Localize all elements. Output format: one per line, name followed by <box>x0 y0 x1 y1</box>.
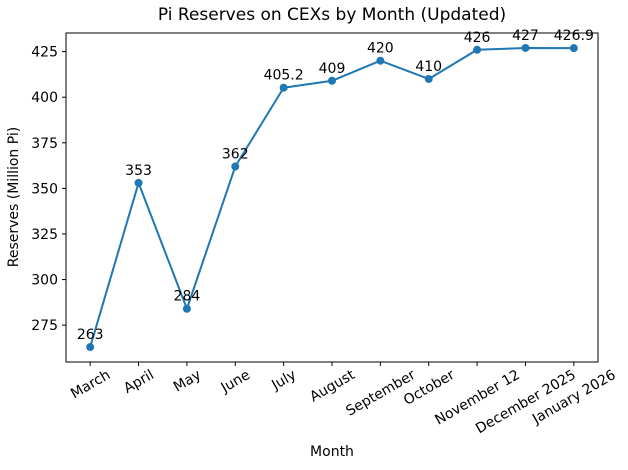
point-label: 410 <box>415 59 442 75</box>
x-tick-label: June <box>218 367 253 397</box>
y-tick-label: 350 <box>31 181 58 197</box>
data-point <box>473 45 482 54</box>
data-point <box>231 162 240 171</box>
x-tick-label: May <box>171 367 204 395</box>
data-point <box>134 178 143 187</box>
data-point <box>182 304 191 313</box>
data-point <box>521 43 530 52</box>
data-line <box>89 46 575 349</box>
y-tick-label: 275 <box>31 318 58 334</box>
data-point <box>328 76 336 85</box>
data-point <box>279 83 288 92</box>
data-point <box>86 343 95 352</box>
y-tick-label: 300 <box>31 273 58 289</box>
point-label: 426.9 <box>554 28 594 44</box>
data-point <box>376 56 385 65</box>
data-point <box>569 44 578 53</box>
x-axis-label: Month <box>310 444 354 460</box>
y-tick-label: 375 <box>31 136 58 152</box>
point-label: 405.2 <box>264 68 304 84</box>
x-tick-label: July <box>268 367 299 394</box>
point-label: 284 <box>174 289 201 305</box>
axes-border <box>65 32 599 363</box>
point-label: 409 <box>319 61 346 77</box>
y-tick-label: 400 <box>31 90 58 106</box>
data-point <box>424 74 433 83</box>
x-tick-label: March <box>68 367 113 402</box>
x-tick-label: April <box>121 367 157 397</box>
chart-title: Pi Reserves on CEXs by Month (Updated) <box>157 5 507 25</box>
y-tick-label: 425 <box>31 45 58 61</box>
point-label: 427 <box>512 28 539 44</box>
point-label: 362 <box>222 146 249 162</box>
x-tick-label: August <box>307 367 358 406</box>
point-label: 353 <box>125 163 152 179</box>
point-label: 420 <box>367 41 394 57</box>
y-tick-label: 325 <box>31 227 58 243</box>
point-label: 263 <box>77 327 104 343</box>
point-label: 426 <box>464 30 491 46</box>
